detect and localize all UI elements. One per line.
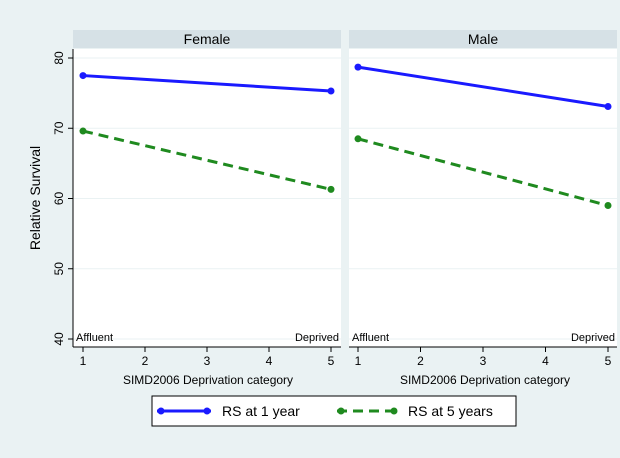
panel-header [73,30,341,48]
legend-box [151,395,517,427]
legend-label: RS at 5 years [408,403,493,419]
x-tick-label: 4 [266,354,273,368]
legend: RS at 1 year RS at 5 years [151,395,517,427]
panel-title: Male [468,31,499,47]
y-tick-label: 40 [52,332,66,346]
data-point [79,127,87,135]
annotation-affluent: Affluent [76,332,113,344]
x-tick-label: 2 [142,354,149,368]
x-tick-label: 1 [355,354,362,368]
legend-marker [203,407,211,415]
x-tick-label: 4 [542,354,549,368]
series-line-rs1 [82,74,332,93]
panel-header [349,30,617,48]
y-tick-label: 80 [52,51,66,65]
series-line-rs1 [357,65,609,108]
x-tick-label: 2 [417,354,424,368]
data-point [79,72,87,80]
y-tick-label: 70 [52,121,66,135]
y-tick-label: 60 [52,192,66,206]
x-tick-label: 3 [204,354,211,368]
x-axis-label: SIMD2006 Deprivation category [123,373,293,387]
legend-marker [157,407,165,415]
x-tick-label: 5 [605,354,612,368]
x-tick-label: 5 [328,354,335,368]
x-tick-label: 3 [480,354,487,368]
data-point [604,102,612,110]
annotation-deprived: Deprived [571,332,615,344]
series-line-rs5 [357,137,609,207]
panel-title: Female [184,31,231,47]
x-tick-label: 1 [80,354,87,368]
annotation-affluent: Affluent [352,332,389,344]
annotation-deprived: Deprived [295,332,339,344]
data-point [354,135,362,143]
data-point [327,185,335,193]
x-axis-label: SIMD2006 Deprivation category [400,373,570,387]
data-point [604,202,612,210]
data-point [327,87,335,95]
y-axis: Relative Survival 40 50 60 70 80 [27,49,74,347]
panel-male: Male 1 2 3 4 5 SIMD2006 Deprivation category Af… [349,30,617,387]
series-line-rs5 [82,129,332,191]
legend-marker [337,407,345,415]
panel-female: Female 1 2 3 4 5 SIMD2006 Deprivation category… [73,30,341,387]
data-point [354,63,362,71]
legend-marker [390,407,398,415]
panels: Female 1 2 3 4 5 SIMD2006 Deprivation category… [73,30,617,387]
legend-label: RS at 1 year [222,403,300,419]
y-tick-label: 50 [52,262,66,276]
y-axis-label: Relative Survival [27,146,43,250]
